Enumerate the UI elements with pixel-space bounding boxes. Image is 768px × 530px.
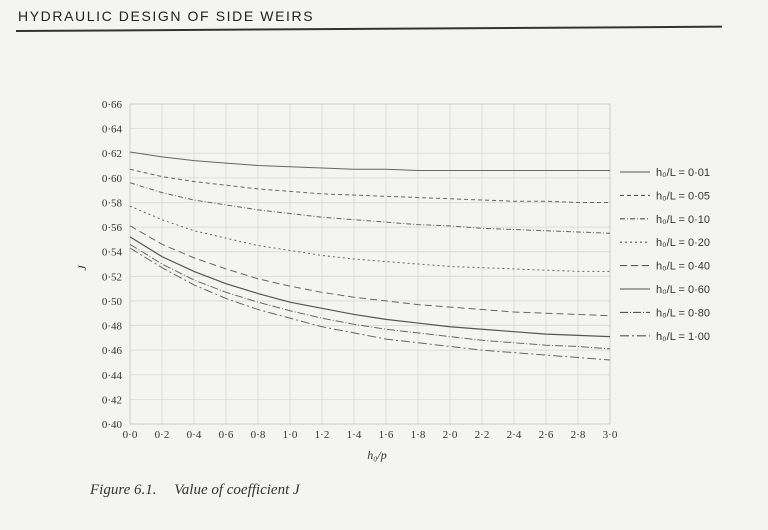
- x-tick-label: 1·4: [347, 429, 362, 441]
- x-tick-label: 2·8: [571, 429, 586, 441]
- legend-label: h₀/L = 0·10: [656, 214, 710, 226]
- series-line: [129, 247, 611, 361]
- chart-grid: [129, 103, 611, 425]
- y-tick-label: 0·42: [102, 394, 122, 406]
- series-line: [129, 182, 611, 234]
- y-tick-label: 0·66: [102, 99, 123, 111]
- caption-label: Figure 6.1.: [90, 482, 157, 498]
- y-tick-label: 0·46: [102, 345, 123, 357]
- y-tick-label: 0·40: [102, 419, 123, 431]
- x-tick-label: 2·2: [475, 429, 490, 441]
- chart-axes: 0·0 0·2 0·4 0·6 0·8 1·0 1·2 1·4 1·6 1·8 2·0 2·2 2·4 2…: [102, 99, 618, 441]
- y-tick-label: 0·58: [102, 197, 123, 209]
- x-tick-label: 2·0: [443, 429, 458, 441]
- x-axis-label: h₀/p: [367, 448, 387, 462]
- y-tick-label: 0·62: [102, 148, 122, 160]
- legend-label: h₀/L = 0·60: [656, 284, 710, 296]
- series-line: [129, 205, 610, 272]
- x-tick-label: 0·8: [251, 429, 266, 441]
- legend-label: h₀/L = 0·05: [656, 190, 710, 202]
- y-tick-label: 0·52: [102, 271, 122, 283]
- series-line: [129, 243, 611, 350]
- series-line: [129, 236, 611, 338]
- legend-label: h₀/L = 0·01: [656, 167, 710, 179]
- series-line: [129, 168, 610, 203]
- chart-legend: h₀/L = 0·01 h₀/L = 0·05 h₀/L = 0·10 h₀/L = …: [620, 167, 710, 343]
- legend-label: h₀/L = 1·00: [656, 331, 710, 343]
- running-head: HYDRAULIC DESIGN OF SIDE WEIRS: [18, 8, 315, 24]
- x-tick-label: 2·4: [507, 429, 522, 441]
- y-axis-label: J: [75, 265, 89, 271]
- x-tick-label: 0·4: [187, 429, 202, 441]
- x-tick-label: 0·0: [123, 429, 138, 441]
- legend-label: h₀/L = 0·20: [656, 237, 710, 249]
- y-tick-label: 0·56: [102, 222, 123, 234]
- x-tick-label: 1·8: [411, 429, 426, 441]
- caption-text: Value of coefficient J: [174, 482, 300, 498]
- x-tick-label: 3·0: [603, 429, 618, 441]
- x-tick-label: 1·2: [315, 429, 330, 441]
- y-tick-label: 0·54: [102, 247, 123, 259]
- x-tick-label: 1·0: [283, 429, 298, 441]
- y-tick-label: 0·60: [102, 173, 123, 185]
- y-tick-label: 0·64: [102, 124, 123, 136]
- series-line: [129, 151, 610, 171]
- legend-label: h₀/L = 0·80: [656, 307, 710, 319]
- x-tick-label: 0·2: [155, 429, 170, 441]
- series-line: [129, 225, 611, 317]
- x-tick-label: 1·6: [379, 429, 394, 441]
- y-tick-label: 0·44: [102, 370, 123, 382]
- y-tick-label: 0·50: [102, 296, 123, 308]
- figure-caption: Figure 6.1. Value of coefficient J: [90, 482, 300, 499]
- x-tick-label: 2·6: [539, 429, 554, 441]
- x-tick-label: 0·6: [219, 429, 234, 441]
- chart-series: [129, 151, 611, 361]
- legend-label: h₀/L = 0·40: [656, 261, 710, 273]
- plot-frame: [129, 103, 611, 425]
- y-tick-label: 0·48: [102, 321, 123, 333]
